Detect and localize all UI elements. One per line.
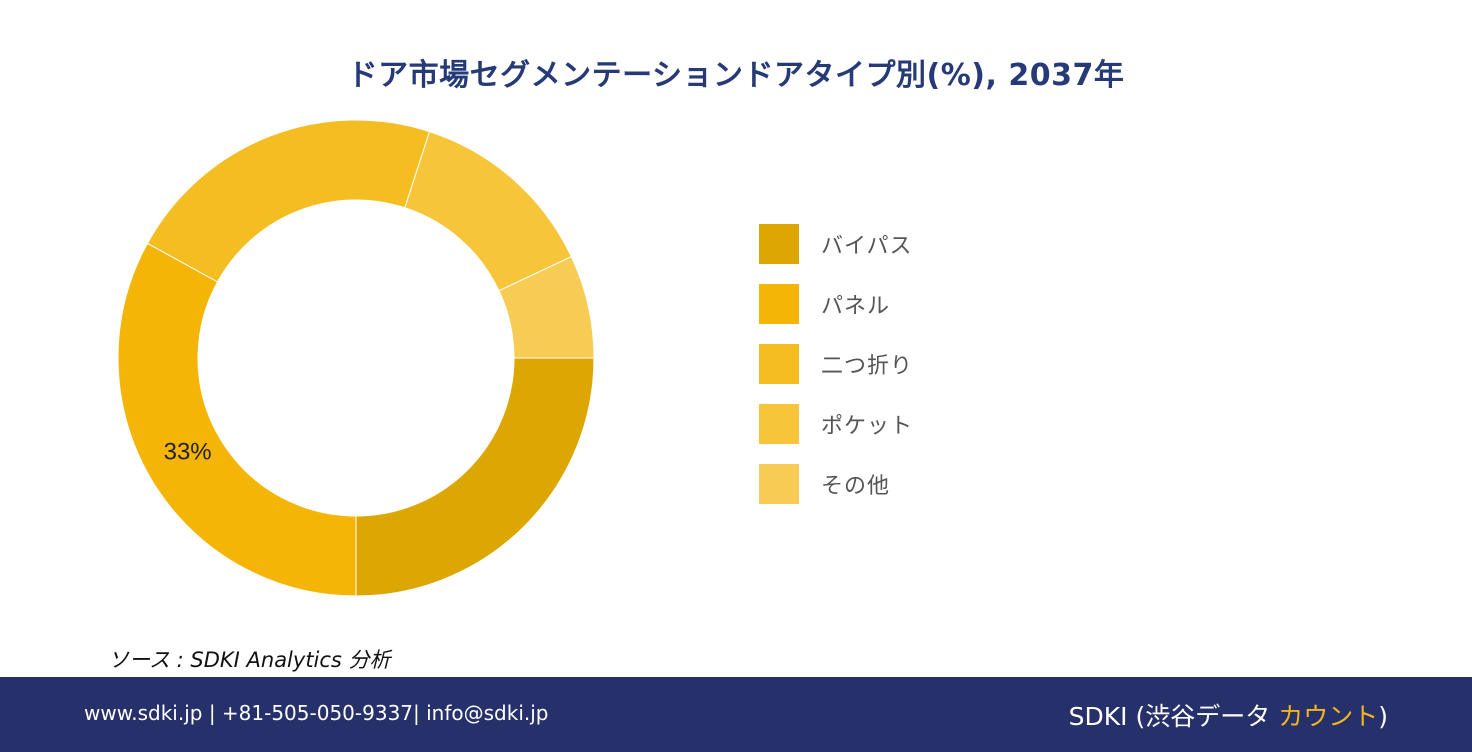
legend-swatch	[759, 464, 799, 504]
legend-swatch	[759, 224, 799, 264]
slice-3	[146, 119, 431, 283]
legend: バイパスパネル二つ折りポケットその他	[759, 214, 913, 514]
source-note: ソース : SDKI Analytics 分析	[108, 648, 391, 672]
footer-contact: www.sdki.jp | +81-505-050-9337| info@sdk…	[84, 701, 549, 725]
legend-swatch	[759, 404, 799, 444]
legend-label: パネル	[821, 294, 891, 319]
legend-item: その他	[759, 454, 913, 514]
slice-2	[117, 242, 357, 597]
chart-title: ドア市場セグメンテーションドアタイプ別(%), 2037年	[347, 58, 1125, 93]
footer-bar: www.sdki.jp | +81-505-050-9337| info@sdk…	[0, 677, 1472, 752]
footer-brand: SDKI (渋谷データ カウント)	[1069, 697, 1388, 733]
legend-label: ポケット	[821, 414, 914, 439]
slice-1	[355, 357, 595, 597]
legend-item: バイパス	[759, 214, 913, 274]
legend-item: 二つ折り	[759, 334, 913, 394]
legend-label: その他	[821, 474, 891, 499]
brand-accent: カウント	[1278, 702, 1379, 731]
slice-5	[498, 255, 595, 359]
legend-item: パネル	[759, 274, 913, 334]
slice-4	[404, 131, 573, 292]
legend-swatch	[759, 284, 799, 324]
legend-item: ポケット	[759, 394, 913, 454]
legend-label: 二つ折り	[821, 354, 914, 379]
brand-prefix: SDKI (渋谷データ	[1068, 702, 1279, 731]
legend-label: バイパス	[821, 234, 913, 259]
legend-swatch	[759, 344, 799, 384]
slice-label-2: 33%	[164, 439, 212, 466]
brand-suffix: )	[1378, 702, 1388, 731]
